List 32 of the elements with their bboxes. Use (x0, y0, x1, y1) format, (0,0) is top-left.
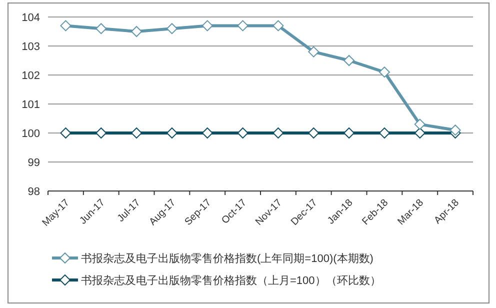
point (272, 20, 284, 32)
point (166, 23, 178, 34)
point (202, 128, 213, 138)
point (60, 20, 72, 32)
point (131, 128, 142, 138)
y-tick-label: 102 (22, 70, 40, 82)
legend-label: 书报杂志及电子出版物零售价格指数(上年同期=100)(本期数) (81, 252, 374, 265)
point (96, 128, 107, 138)
y-tick-label: 103 (22, 41, 40, 53)
y-tick-label: 104 (22, 12, 40, 24)
point (344, 55, 355, 66)
point (166, 128, 178, 138)
point (131, 26, 142, 37)
point (414, 128, 426, 138)
y-tick-label: 99 (28, 157, 40, 169)
point (60, 128, 72, 138)
point (378, 66, 390, 78)
point (450, 124, 461, 136)
point (344, 128, 355, 138)
point (414, 118, 426, 130)
y-tick-label: 101 (22, 99, 40, 111)
point (272, 128, 284, 138)
point (237, 20, 248, 32)
legend-label: 书报杂志及电子出版物零售价格指数（上月=100）（环比数） (81, 274, 381, 287)
point (202, 20, 213, 32)
point (96, 23, 107, 34)
point (237, 128, 248, 138)
point (378, 128, 390, 138)
point (308, 46, 320, 58)
y-tick-label: 100 (22, 128, 40, 140)
y-tick-label: 98 (28, 186, 40, 198)
point (308, 128, 320, 138)
